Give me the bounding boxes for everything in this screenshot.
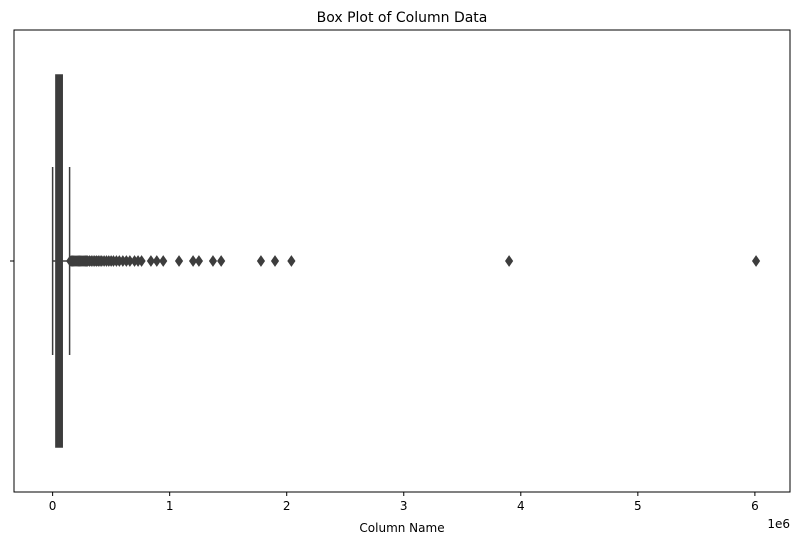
x-tick-label: 4 <box>517 499 525 513</box>
outlier-point <box>256 255 266 267</box>
x-axis-label: Column Name <box>359 521 444 535</box>
x-tick-label: 1 <box>166 499 174 513</box>
outlier-point <box>751 255 761 267</box>
outlier-point <box>217 255 226 267</box>
x-tick-label: 3 <box>400 499 408 513</box>
outlier-point <box>194 255 204 267</box>
chart-marks <box>51 74 761 448</box>
outlier-point <box>505 255 514 267</box>
x-tick-label: 0 <box>49 499 57 513</box>
x-axis-scale-label: 1e6 <box>767 517 790 531</box>
outlier-point <box>174 255 184 267</box>
x-tick-label: 6 <box>751 499 759 513</box>
outlier-point <box>137 255 146 267</box>
outlier-point <box>270 255 280 267</box>
x-axis: 0 1 2 3 4 5 6 <box>49 492 759 513</box>
x-tick-label: 2 <box>283 499 291 513</box>
outlier-point <box>208 255 218 267</box>
outlier-point <box>287 255 296 267</box>
x-tick-label: 5 <box>634 499 642 513</box>
outlier-point <box>146 255 156 267</box>
outlier-point <box>159 255 168 267</box>
outlier-point <box>188 255 198 267</box>
chart-title: Box Plot of Column Data <box>317 10 488 26</box>
outlier-point <box>152 255 161 267</box>
